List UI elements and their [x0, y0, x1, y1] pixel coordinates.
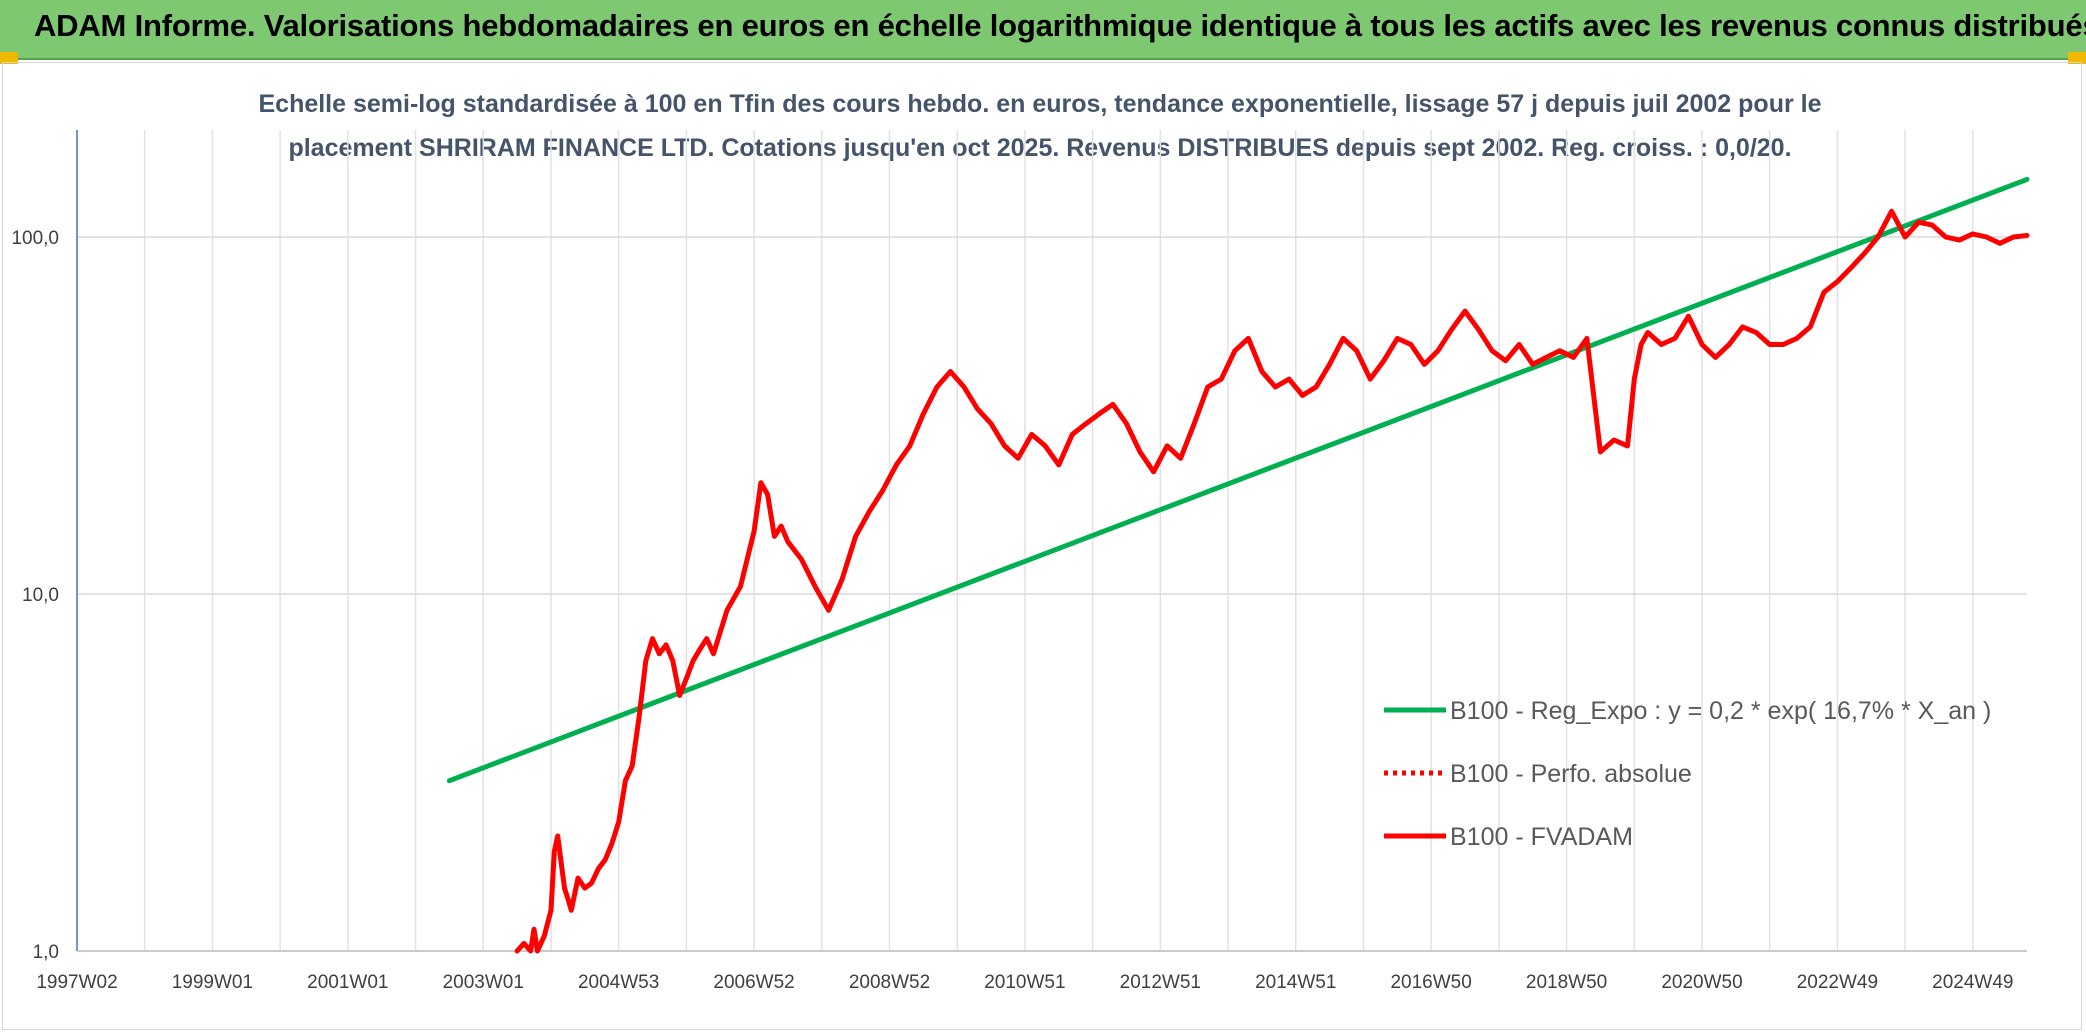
x-tick-label: 2014W51: [1255, 972, 1336, 993]
horizontal-gridlines: [77, 236, 2027, 952]
x-tick-label: 2024W49: [1932, 972, 2013, 993]
x-tick-label: 1999W01: [172, 972, 253, 993]
vertical-gridlines: [143, 130, 1974, 951]
x-tick-label: 2008W52: [849, 972, 930, 993]
x-tick-label: 2010W51: [984, 972, 1065, 993]
y-tick-label: 10,0: [22, 585, 59, 606]
x-tick-label: 2006W52: [713, 972, 794, 993]
corner-marker-left: [0, 52, 18, 64]
x-tick-label: 2018W50: [1526, 972, 1607, 993]
x-tick-labels: 1997W02 1999W01 2001W01 2003W01 2004W53 2006W…: [36, 972, 2013, 993]
chart-frame: [2, 62, 2082, 1030]
x-tick-label: 2004W53: [578, 972, 659, 993]
legend-label-2: B100 - FVADAM: [1450, 823, 1633, 851]
chart-subtitle-line1: Echelle semi-log standardisée à 100 en T…: [258, 90, 1822, 118]
y-tick-labels: 1,0 10,0 100,0: [11, 228, 59, 963]
series-line-2: [514, 208, 2030, 954]
x-tick-label: 2012W51: [1120, 972, 1201, 993]
x-tick-label: 2016W50: [1390, 972, 1471, 993]
corner-marker-right: [2068, 52, 2086, 64]
report-title: ADAM Informe. Valorisations hebdomadaire…: [34, 8, 2086, 43]
legend-label-0: B100 - Reg_Expo : y = 0,2 * exp( 16,7% *…: [1450, 697, 1991, 725]
x-tick-label: 2022W49: [1797, 972, 1878, 993]
legend-label-1: B100 - Perfo. absolue: [1450, 760, 1692, 788]
x-tick-label: 2001W01: [307, 972, 388, 993]
y-tick-label: 100,0: [11, 228, 59, 249]
legend: B100 - Reg_Expo : y = 0,2 * exp( 16,7% *…: [1384, 697, 1991, 851]
x-tick-label: 2020W50: [1661, 972, 1742, 993]
x-tick-label: 2003W01: [443, 972, 524, 993]
title-banner: ADAM Informe. Valorisations hebdomadaire…: [0, 0, 2086, 60]
series-layer: [446, 176, 2030, 954]
chart-subtitle-line2: placement SHRIRAM FINANCE LTD. Cotations…: [288, 134, 1792, 162]
series-line-0: [446, 176, 2030, 784]
y-tick-label: 1,0: [33, 942, 59, 963]
x-tick-label: 1997W02: [36, 972, 117, 993]
